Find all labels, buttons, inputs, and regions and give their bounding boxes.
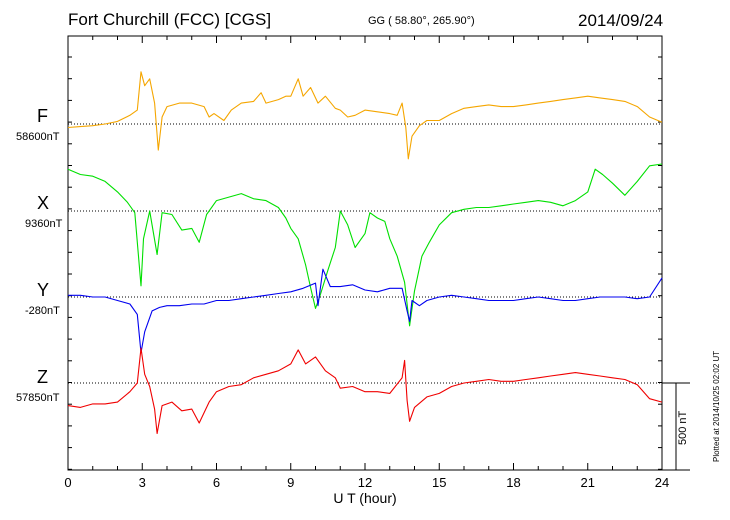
x-tick-label: 3	[139, 475, 146, 490]
series-line-y	[68, 268, 663, 354]
x-tick-label: 12	[358, 475, 372, 490]
series-label-y: Y	[37, 280, 50, 300]
chart-title: Fort Churchill (FCC) [CGS]	[68, 10, 272, 29]
series-line-z	[67, 347, 663, 435]
x-tick-label: 15	[432, 475, 446, 490]
scale-bar-label: 500 nT	[677, 410, 689, 445]
series-line-x	[67, 163, 663, 327]
x-tick-label: 9	[287, 475, 294, 490]
x-tick-label: 21	[581, 475, 595, 490]
x-axis-title: U T (hour)	[333, 490, 397, 506]
baseline-label-z: 57850nT	[16, 392, 60, 404]
plotted-timestamp: Plotted at 2014/10/25 02:02 UT	[712, 350, 721, 462]
baseline-label-x: 9360nT	[25, 218, 63, 230]
chart-date: 2014/09/24	[578, 11, 664, 30]
x-tick-label: 0	[64, 475, 71, 490]
series-line-f	[67, 71, 663, 160]
series-label-x: X	[37, 193, 50, 213]
x-tick-label: 24	[655, 475, 669, 490]
baseline-label-y: -280nT	[25, 305, 60, 317]
baseline-label-f: 58600nT	[16, 131, 60, 143]
station-coordinates: GG ( 58.80°, 265.90°)	[368, 15, 475, 27]
x-tick-label: 6	[213, 475, 220, 490]
x-tick-label: 18	[506, 475, 520, 490]
series-label-f: F	[37, 106, 48, 126]
series-label-z: Z	[37, 367, 48, 387]
